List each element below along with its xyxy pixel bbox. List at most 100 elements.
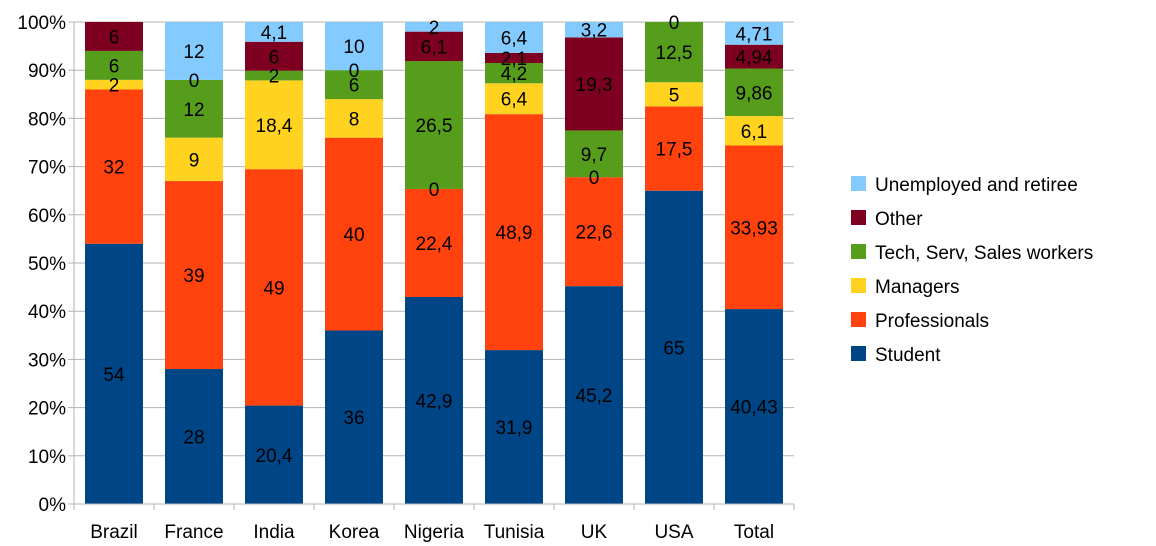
bar-segment-managers-tunisia xyxy=(485,83,543,115)
data-label-student-usa: 65 xyxy=(663,338,684,359)
bar-segment-other-total xyxy=(725,44,783,69)
y-tick-label: 70% xyxy=(28,158,66,179)
legend-label-other: Other xyxy=(875,209,923,230)
data-label-other-uk: 19,3 xyxy=(576,75,613,96)
bar-segment-tech-serv-sales-workers-korea xyxy=(325,70,383,100)
data-label-student-uk: 45,2 xyxy=(576,386,613,407)
bar-segment-tech-serv-sales-workers-nigeria xyxy=(405,61,463,189)
data-label-tech-serv-sales-workers-france: 12 xyxy=(183,100,204,121)
data-label-tech-serv-sales-workers-tunisia: 4,2 xyxy=(501,64,527,85)
bar-segment-managers-usa xyxy=(645,82,703,107)
data-label-other-nigeria: 6,1 xyxy=(421,37,447,58)
bar-segment-tech-serv-sales-workers-total xyxy=(725,68,783,117)
data-label-tech-serv-sales-workers-korea: 6 xyxy=(349,76,360,97)
legend: Unemployed and retiree Other Tech, Serv, S… xyxy=(851,175,1093,366)
data-label-other-tunisia: 2,1 xyxy=(501,49,527,70)
legend-label-student: Student xyxy=(875,345,941,366)
bar-segment-student-india xyxy=(245,405,303,504)
data-label-unemployed-and-retiree-korea: 10 xyxy=(343,37,364,58)
bars xyxy=(85,22,783,504)
y-tick-label: 50% xyxy=(28,254,66,275)
bar-segment-student-uk xyxy=(565,286,623,504)
data-label-unemployed-and-retiree-uk: 3,2 xyxy=(581,21,607,42)
bar-segment-professionals-nigeria xyxy=(405,188,463,298)
data-label-professionals-usa: 17,5 xyxy=(656,140,693,161)
bar-segment-other-india xyxy=(245,41,303,71)
bar-segment-student-usa xyxy=(645,190,703,504)
data-label-managers-nigeria: 0 xyxy=(429,180,440,201)
data-label-managers-brazil: 2 xyxy=(109,76,120,97)
data-label-student-nigeria: 42,9 xyxy=(416,392,453,413)
bar-segment-professionals-brazil xyxy=(85,89,143,244)
data-label-professionals-uk: 22,6 xyxy=(576,223,613,244)
data-label-tech-serv-sales-workers-india: 2 xyxy=(269,67,280,88)
bar-segment-managers-brazil xyxy=(85,79,143,90)
data-label-student-korea: 36 xyxy=(343,408,364,429)
data-label-unemployed-and-retiree-tunisia: 6,4 xyxy=(501,28,528,49)
legend-swatch-managers xyxy=(851,278,866,293)
data-label-professionals-total: 33,93 xyxy=(730,218,778,239)
bar-segment-unemployed-and-retiree-korea xyxy=(325,22,383,71)
data-label-managers-uk: 0 xyxy=(589,168,600,189)
data-label-other-brazil: 6 xyxy=(109,27,120,48)
data-label-professionals-tunisia: 48,9 xyxy=(496,223,533,244)
data-label-unemployed-and-retiree-nigeria: 2 xyxy=(429,18,440,39)
bar-segment-tech-serv-sales-workers-india xyxy=(245,70,303,81)
y-tick-label: 10% xyxy=(28,447,66,468)
data-label-managers-france: 9 xyxy=(189,150,200,171)
bar-segment-student-tunisia xyxy=(485,350,543,504)
y-tick-label: 100% xyxy=(17,13,66,34)
legend-swatch-tech-serv-sales-workers xyxy=(851,244,866,259)
data-label-student-india: 20,4 xyxy=(256,446,293,467)
bar-segment-professionals-total xyxy=(725,145,783,310)
y-tick-label: 0% xyxy=(39,495,67,516)
data-label-managers-usa: 5 xyxy=(669,85,680,106)
data-label-student-tunisia: 31,9 xyxy=(496,418,533,439)
bar-segment-tech-serv-sales-workers-uk xyxy=(565,130,623,178)
bar-segment-student-nigeria xyxy=(405,297,463,504)
legend-swatch-unemployed-and-retiree xyxy=(851,176,866,191)
bar-segment-unemployed-and-retiree-nigeria xyxy=(405,22,463,32)
data-label-other-total: 4,94 xyxy=(736,48,773,69)
data-label-managers-korea: 8 xyxy=(349,109,360,130)
bar-segment-tech-serv-sales-workers-brazil xyxy=(85,50,143,80)
data-label-unemployed-and-retiree-france: 12 xyxy=(183,42,204,63)
bar-segment-unemployed-and-retiree-india xyxy=(245,22,303,42)
bar-segment-student-korea xyxy=(325,330,383,504)
bar-segment-managers-korea xyxy=(325,99,383,138)
x-tick-label-france: France xyxy=(164,522,223,543)
bar-segment-professionals-uk xyxy=(565,177,623,287)
bar-segment-professionals-usa xyxy=(645,106,703,191)
data-label-student-total: 40,43 xyxy=(730,398,778,419)
legend-label-professionals: Professionals xyxy=(875,311,989,332)
bar-segment-professionals-korea xyxy=(325,137,383,331)
bar-segment-tech-serv-sales-workers-france xyxy=(165,79,223,138)
data-label-unemployed-and-retiree-total: 4,71 xyxy=(736,24,773,45)
x-tick-label-total: Total xyxy=(734,522,774,543)
bar-segment-professionals-france xyxy=(165,181,223,370)
legend-swatch-other xyxy=(851,210,866,225)
bar-segment-student-france xyxy=(165,369,223,504)
legend-swatch-professionals xyxy=(851,312,866,327)
data-label-managers-india: 18,4 xyxy=(256,116,293,137)
data-label-tech-serv-sales-workers-usa: 12,5 xyxy=(656,43,693,64)
x-tick-label-korea: Korea xyxy=(329,522,380,543)
data-label-professionals-nigeria: 22,4 xyxy=(416,234,453,255)
y-tick-label: 30% xyxy=(28,350,66,371)
y-tick-label: 40% xyxy=(28,302,66,323)
y-tick-label: 60% xyxy=(28,206,66,227)
bar-segment-tech-serv-sales-workers-tunisia xyxy=(485,63,543,84)
data-label-tech-serv-sales-workers-brazil: 6 xyxy=(109,56,120,77)
data-label-unemployed-and-retiree-india: 4,1 xyxy=(261,23,287,44)
x-tick-label-india: India xyxy=(253,522,295,543)
y-tick-label: 80% xyxy=(28,109,66,130)
bar-segment-unemployed-and-retiree-tunisia xyxy=(485,22,543,53)
data-label-other-france: 0 xyxy=(189,71,200,92)
x-tick-label-nigeria: Nigeria xyxy=(404,522,465,543)
legend-swatch-student xyxy=(851,346,866,361)
y-tick-label: 20% xyxy=(28,399,66,420)
data-label-tech-serv-sales-workers-nigeria: 26,5 xyxy=(416,116,453,137)
bar-segment-other-tunisia xyxy=(485,52,543,64)
bar-segment-managers-total xyxy=(725,116,783,146)
